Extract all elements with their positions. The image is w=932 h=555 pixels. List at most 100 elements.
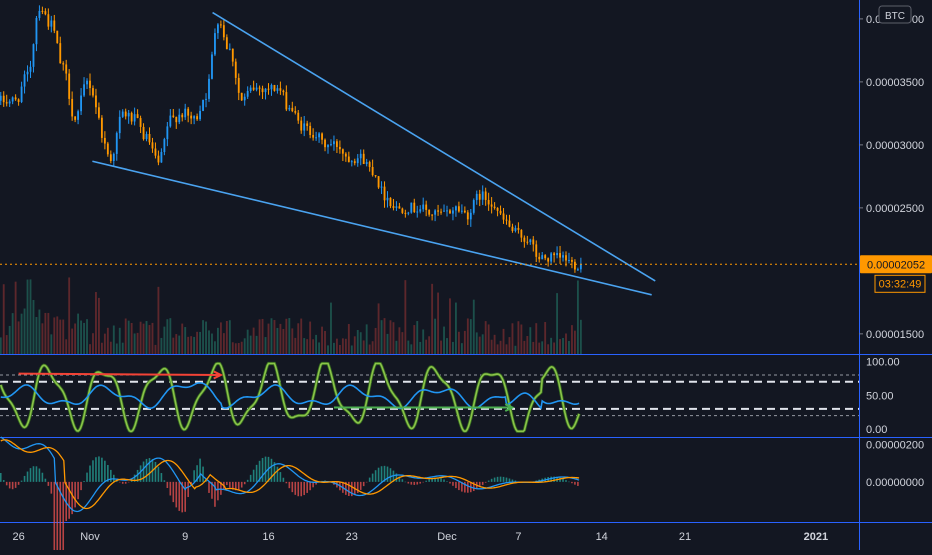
volume-bar: [100, 342, 103, 354]
time-axis-tick-label: 9: [182, 531, 188, 543]
volume-bar: [559, 339, 561, 354]
volume-bar: [285, 318, 288, 354]
candle-body: [547, 258, 550, 262]
candle-body: [29, 66, 32, 72]
volume-bar: [267, 323, 270, 354]
macd-histogram-bar: [252, 469, 255, 482]
time-axis-tick-label: 16: [262, 531, 274, 543]
candle-body: [38, 10, 41, 18]
candle-body: [523, 237, 526, 242]
macd-histogram-bar: [440, 478, 442, 482]
candle-body: [219, 24, 222, 26]
volume-bar: [74, 323, 77, 354]
macd-histogram-bar: [449, 481, 451, 484]
candle-body: [282, 90, 285, 93]
candle-body: [234, 61, 237, 78]
macd-histogram-bar: [107, 464, 109, 482]
candle-body: [222, 25, 225, 38]
volume-bar: [535, 323, 538, 354]
currency-badge-frame: [878, 5, 912, 24]
candle-body: [59, 43, 62, 64]
macd-histogram-bar: [80, 481, 82, 491]
time-axis-tick-label: 26: [12, 531, 24, 543]
volume-bar: [121, 342, 124, 354]
volume-bar: [457, 331, 460, 354]
candle-body: [11, 97, 14, 102]
candle-body: [315, 137, 318, 139]
volume-bar: [371, 341, 374, 354]
candle-body: [469, 212, 472, 220]
macd-histogram-bar: [562, 478, 564, 482]
macd-histogram-bar: [160, 473, 163, 482]
candle-body: [92, 88, 94, 96]
time-axis[interactable]: 26 Nov 9 16 23 Dec 7 14 21 2021: [12, 531, 828, 543]
volume-bar: [166, 319, 169, 354]
candle-body: [386, 197, 389, 201]
macd-histogram-bar: [452, 481, 454, 486]
volume-bar: [579, 319, 582, 354]
volume-bar: [449, 298, 451, 354]
candle-body: [169, 115, 172, 127]
macd-histogram-bar: [101, 457, 103, 482]
macd-histogram-bar: [309, 481, 311, 491]
candle-body: [89, 80, 91, 89]
macd-histogram-bar: [226, 481, 228, 486]
macd-histogram-bar: [389, 468, 392, 482]
macd-histogram-bar: [142, 461, 145, 482]
macd-panel[interactable]: [0, 436, 580, 555]
macd-histogram-bar: [211, 481, 213, 499]
candle-body: [196, 116, 199, 120]
candle-body: [365, 162, 368, 165]
candle-body: [291, 107, 294, 112]
volume-bar: [321, 326, 323, 354]
candle-body: [68, 73, 71, 99]
macd-histogram-bar: [59, 481, 62, 555]
volume-bar: [336, 338, 338, 354]
candle-body: [478, 193, 481, 200]
rsi-panel[interactable]: [0, 361, 859, 433]
macd-histogram-bar: [2, 480, 5, 482]
volume-bar: [294, 337, 297, 354]
macd-histogram-bar: [136, 469, 139, 482]
candle-body: [130, 112, 133, 122]
candle-body: [374, 175, 377, 177]
candle-body: [321, 133, 323, 140]
macd-histogram-bar: [240, 481, 243, 488]
volume-bar: [187, 336, 190, 354]
macd-histogram-bar: [374, 470, 377, 482]
currency-badge[interactable]: BTC: [878, 5, 912, 24]
volume-bar: [315, 334, 318, 354]
macd-histogram-bar: [291, 481, 294, 493]
candle-body: [121, 111, 124, 117]
macd-histogram-bar: [467, 481, 469, 493]
candle-body: [181, 114, 184, 118]
candle-body: [50, 20, 53, 27]
candle-body: [103, 137, 106, 144]
volume-bar: [106, 327, 109, 354]
macd-histogram-bar: [175, 481, 178, 508]
volume-bar: [130, 323, 133, 354]
macd-histogram-bar: [77, 481, 79, 500]
volume-bar: [5, 335, 8, 354]
macd-histogram-bar: [362, 481, 365, 487]
candle-body: [267, 88, 270, 90]
candle-body: [258, 87, 261, 89]
macd-histogram-bar: [234, 481, 237, 491]
candle-body: [184, 108, 187, 118]
candle-body: [133, 114, 136, 122]
macd-histogram-bar: [184, 481, 186, 512]
macd-histogram-bar: [249, 474, 252, 482]
candle-body: [303, 123, 306, 131]
candle-body: [389, 197, 392, 207]
macd-histogram-bar: [443, 479, 445, 482]
candle-body: [83, 84, 85, 96]
candle-body: [252, 87, 255, 90]
macd-histogram-bar: [276, 466, 279, 482]
wedge-trendlines[interactable]: [92, 11, 656, 296]
volume-bar: [17, 321, 20, 354]
volume-bar: [404, 280, 407, 354]
macd-histogram-bar: [0, 472, 2, 482]
candle-body: [377, 176, 380, 188]
